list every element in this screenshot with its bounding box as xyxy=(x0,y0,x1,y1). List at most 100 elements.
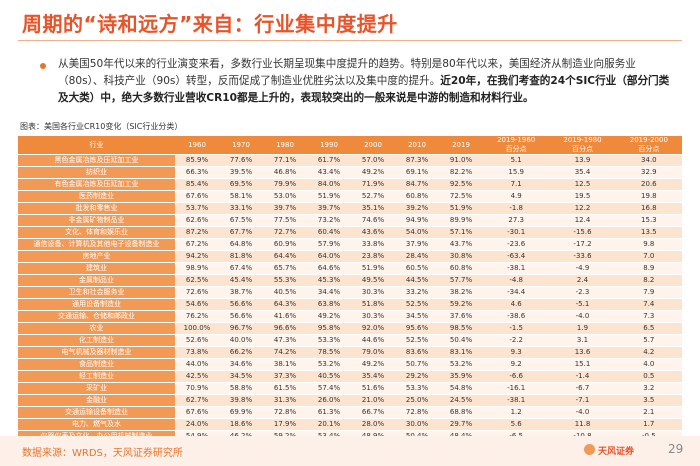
industry-cell: 纺织业 xyxy=(18,167,175,179)
value-cell: 16.8 xyxy=(615,203,682,215)
value-cell: 77.5% xyxy=(263,215,307,227)
value-cell: 70.9% xyxy=(175,383,219,395)
value-cell: -30.1 xyxy=(483,227,550,239)
value-cell: 40.5% xyxy=(263,287,307,299)
value-cell: 91.0% xyxy=(439,155,483,167)
value-cell: -63.4 xyxy=(483,251,550,263)
column-header: 1970 xyxy=(219,136,263,155)
slide-title: 周期的“诗和远方”来自：行业集中度提升 xyxy=(22,12,398,36)
value-cell: 50.4% xyxy=(439,335,483,347)
value-cell: -1.4 xyxy=(549,371,616,383)
value-cell: 84.7% xyxy=(395,179,439,191)
column-header: 1960 xyxy=(175,136,219,155)
footer-source: 数据来源：WRDS，天风证券研究所 xyxy=(22,448,183,459)
value-cell: 54.6% xyxy=(175,299,219,311)
value-cell: 52.7% xyxy=(351,191,395,203)
value-cell: 34.4% xyxy=(307,287,351,299)
value-cell: 33.8% xyxy=(351,239,395,251)
value-cell: 33.2% xyxy=(395,287,439,299)
industry-cell: 黑色金属冶炼及压延加工业 xyxy=(18,155,175,167)
value-cell: 56.6% xyxy=(219,299,263,311)
value-cell: 34.5% xyxy=(219,371,263,383)
industry-cell: 金融业 xyxy=(18,395,175,407)
value-cell: 39.2% xyxy=(395,203,439,215)
value-cell: 13.6 xyxy=(549,347,616,359)
column-header: 1990 xyxy=(307,136,351,155)
value-cell: 34.6% xyxy=(219,359,263,371)
value-cell: 51.9% xyxy=(307,191,351,203)
value-cell: 64.0% xyxy=(307,251,351,263)
value-cell: 61.7% xyxy=(307,155,351,167)
value-cell: 87.3% xyxy=(395,155,439,167)
value-cell: 4.6 xyxy=(483,299,550,311)
value-cell: 30.3% xyxy=(351,311,395,323)
value-cell: 27.3 xyxy=(483,215,550,227)
value-cell: 72.8% xyxy=(263,407,307,419)
value-cell: -38.1 xyxy=(483,395,550,407)
value-cell: 59.2% xyxy=(439,299,483,311)
value-cell: 11.8 xyxy=(549,419,616,431)
value-cell: 12.4 xyxy=(549,215,616,227)
value-cell: -2.2 xyxy=(483,335,550,347)
value-cell: 51.8% xyxy=(351,299,395,311)
value-cell: 95.8% xyxy=(307,323,351,335)
value-cell: 43.7% xyxy=(439,239,483,251)
value-cell: 8.9 xyxy=(615,263,682,275)
footer-bar xyxy=(0,436,700,466)
value-cell: 71.9% xyxy=(351,179,395,191)
value-cell: 56.6% xyxy=(219,311,263,323)
value-cell: 23.8% xyxy=(351,251,395,263)
value-cell: 18.6% xyxy=(219,419,263,431)
value-cell: -6.6 xyxy=(483,371,550,383)
value-cell: 24.0% xyxy=(175,419,219,431)
value-cell: 6.5 xyxy=(615,323,682,335)
value-cell: 67.6% xyxy=(175,407,219,419)
value-cell: 94.2% xyxy=(175,251,219,263)
value-cell: 44.6% xyxy=(351,335,395,347)
value-cell: 57.4% xyxy=(307,383,351,395)
value-cell: 41.6% xyxy=(263,311,307,323)
footer-logo: 天风证券 xyxy=(598,447,635,457)
value-cell: 13.9 xyxy=(549,155,616,167)
value-cell: 39.8% xyxy=(219,395,263,407)
logo-mark xyxy=(584,444,595,455)
value-cell: 85.9% xyxy=(175,155,219,167)
industry-cell: 卫生和社会服务业 xyxy=(18,287,175,299)
value-cell: 76.2% xyxy=(175,311,219,323)
value-cell: 68.8% xyxy=(439,407,483,419)
value-cell: 2.1 xyxy=(615,407,682,419)
value-cell: 49.2% xyxy=(351,359,395,371)
value-cell: 85.4% xyxy=(175,179,219,191)
value-cell: 3.2 xyxy=(615,383,682,395)
column-header-unit: 百分点 xyxy=(638,145,660,153)
value-cell: 13.5 xyxy=(615,227,682,239)
value-cell: 72.6% xyxy=(175,287,219,299)
value-cell: 57.1% xyxy=(439,227,483,239)
value-cell: 67.6% xyxy=(175,191,219,203)
value-cell: 72.7% xyxy=(263,227,307,239)
value-cell: 66.3% xyxy=(175,167,219,179)
industry-cell: 电气机械及器材制造业 xyxy=(18,347,175,359)
value-cell: 43.4% xyxy=(307,167,351,179)
table-caption: 图表：美国各行业CR10变化（SIC行业分类） xyxy=(20,122,183,131)
bullet-dot xyxy=(40,63,46,69)
value-cell: 34.0 xyxy=(615,155,682,167)
value-cell: 38.2% xyxy=(439,287,483,299)
value-cell: -6.7 xyxy=(549,383,616,395)
value-cell: 49.2% xyxy=(307,311,351,323)
industry-cell: 交通运输、仓储和邮政业 xyxy=(18,311,175,323)
value-cell: 53.0% xyxy=(263,191,307,203)
industry-cell: 通用设备制造业 xyxy=(18,299,175,311)
value-cell: 45.4% xyxy=(219,275,263,287)
value-cell: 15.3 xyxy=(615,215,682,227)
value-cell: 67.5% xyxy=(219,215,263,227)
value-cell: 1.9 xyxy=(549,323,616,335)
value-cell: 38.1% xyxy=(263,359,307,371)
value-cell: 3.1 xyxy=(549,335,616,347)
industry-cell: 交通运输设备制造业 xyxy=(18,407,175,419)
value-cell: 32.9 xyxy=(615,167,682,179)
title-rule xyxy=(18,40,682,41)
value-cell: 62.6% xyxy=(175,215,219,227)
value-cell: 96.7% xyxy=(219,323,263,335)
value-cell: 20.1% xyxy=(307,419,351,431)
